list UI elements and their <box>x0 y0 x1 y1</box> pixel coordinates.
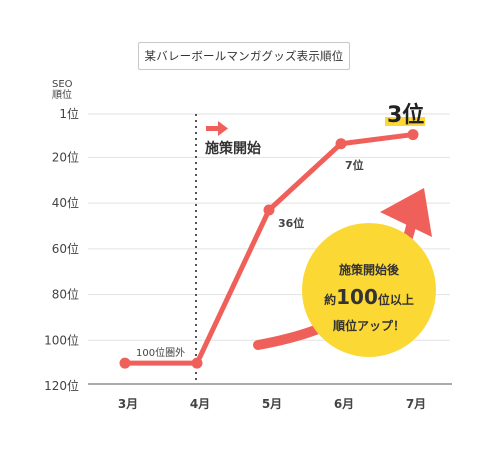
y-tick-label: 20位 <box>52 149 79 164</box>
y-tick-label: 1位 <box>59 106 79 121</box>
y-tick-label: 60位 <box>52 241 79 256</box>
data-label-march: 100位圏外 <box>136 346 185 359</box>
x-tick-label-july: 7月 <box>406 397 426 411</box>
callout-line3: 順位アップ！ <box>332 318 405 333</box>
data-point-july <box>407 129 419 141</box>
y-axis-ticks: 1位 20位 40位 60位 80位 100位 120位 <box>44 106 79 393</box>
data-point-june <box>335 138 347 150</box>
callout-bubble <box>302 223 436 357</box>
x-tick-label-june: 6月 <box>334 397 354 411</box>
x-tick-label-may: 5月 <box>262 397 282 411</box>
data-point-april <box>191 357 203 369</box>
data-label-june: 7位 <box>345 158 364 172</box>
data-point-march <box>119 357 131 369</box>
y-axis-label: SEO 順位 <box>52 79 73 101</box>
y-tick-label: 100位 <box>44 332 79 347</box>
x-tick-label-april: 4月 <box>190 397 210 411</box>
trend-arrowhead-icon <box>380 188 432 237</box>
x-tick-label-march: 3月 <box>118 397 138 411</box>
callout-line1: 施策開始後 <box>339 262 400 277</box>
peak-highlight <box>385 117 425 126</box>
data-label-july: 3位 <box>387 102 424 128</box>
data-point-may <box>263 204 275 216</box>
y-axis-label-line1: SEO <box>52 79 73 90</box>
x-axis-ticks: 3月 4月 5月 6月 7月 <box>118 397 426 411</box>
callout-line2: 約100位以上 <box>324 285 414 309</box>
chart-title: 某バレーボールマンガグッズ表示順位 <box>138 42 350 70</box>
start-arrow-icon <box>206 121 228 136</box>
start-label: 施策開始 <box>205 140 261 157</box>
y-tick-label: 40位 <box>52 195 79 210</box>
data-label-may: 36位 <box>278 216 304 230</box>
y-tick-label: 120位 <box>44 378 79 393</box>
data-points <box>119 129 419 369</box>
y-tick-label: 80位 <box>52 287 79 302</box>
y-axis-label-line2: 順位 <box>52 90 72 101</box>
